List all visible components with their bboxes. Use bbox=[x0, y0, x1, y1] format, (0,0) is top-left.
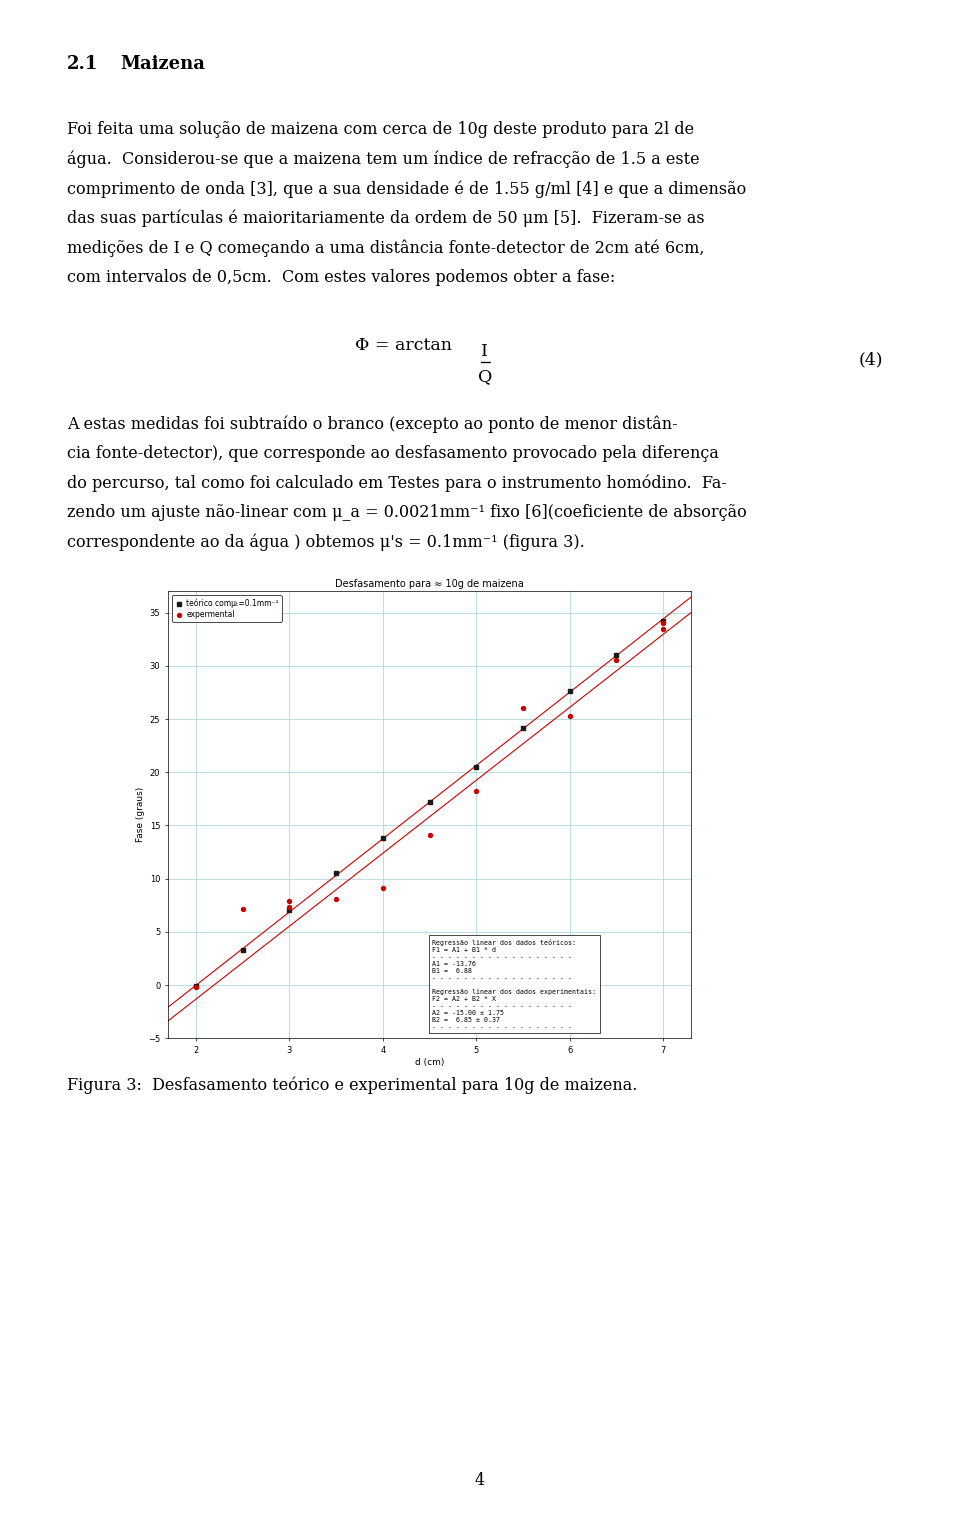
expermental bbox=[609, 649, 624, 673]
Text: correspondente ao da água ) obtemos μ's = 0.1mm⁻¹ (figura 3).: correspondente ao da água ) obtemos μ's … bbox=[67, 534, 585, 552]
Text: Maizena: Maizena bbox=[120, 55, 204, 73]
Text: das suas partículas é maioritariamente da ordem de 50 μm [5].  Fizeram-se as: das suas partículas é maioritariamente d… bbox=[67, 209, 705, 227]
Text: Regressão linear dos dados teóricos:
F1 = A1 + B1 * d
- - - - - - - - - - - - - : Regressão linear dos dados teóricos: F1 … bbox=[432, 938, 596, 1029]
expermental bbox=[328, 887, 344, 911]
Text: 2.1: 2.1 bbox=[67, 55, 99, 73]
Text: medições de I e Q começando a uma distância fonte-detector de 2cm até 6cm,: medições de I e Q começando a uma distân… bbox=[67, 240, 705, 258]
Text: A estas medidas foi subtraído o branco (excepto ao ponto de menor distân-: A estas medidas foi subtraído o branco (… bbox=[67, 415, 678, 434]
X-axis label: d (cm): d (cm) bbox=[415, 1058, 444, 1067]
Text: do percurso, tal como foi calculado em Testes para o instrumento homódino.  Fa-: do percurso, tal como foi calculado em T… bbox=[67, 475, 727, 493]
Text: Φ = arctan: Φ = arctan bbox=[355, 337, 452, 353]
teórico comμₜ=0.1mm⁻¹ bbox=[516, 716, 531, 740]
Text: com intervalos de 0,5cm.  Com estes valores podemos obter a fase:: com intervalos de 0,5cm. Com estes valor… bbox=[67, 270, 615, 287]
expermental bbox=[656, 617, 671, 641]
teórico comμₜ=0.1mm⁻¹ bbox=[328, 861, 344, 885]
expermental bbox=[656, 611, 671, 635]
teórico comμₜ=0.1mm⁻¹ bbox=[562, 679, 577, 703]
expermental bbox=[375, 876, 391, 901]
Y-axis label: Fase (graus): Fase (graus) bbox=[136, 787, 145, 843]
Text: Q: Q bbox=[478, 368, 492, 385]
Text: zendo um ajuste não-linear com μ_a = 0.0021mm⁻¹ fixo [6](coeficiente de absorção: zendo um ajuste não-linear com μ_a = 0.0… bbox=[67, 503, 747, 522]
Text: 4: 4 bbox=[475, 1472, 485, 1489]
teórico comμₜ=0.1mm⁻¹ bbox=[375, 826, 391, 850]
Text: (4): (4) bbox=[858, 352, 883, 368]
Title: Desfasamento para ≈ 10g de maizena: Desfasamento para ≈ 10g de maizena bbox=[335, 579, 524, 590]
teórico comμₜ=0.1mm⁻¹ bbox=[656, 609, 671, 634]
Text: ─: ─ bbox=[480, 355, 490, 371]
expermental bbox=[468, 779, 484, 803]
teórico comμₜ=0.1mm⁻¹ bbox=[609, 643, 624, 667]
expermental bbox=[235, 896, 251, 920]
Text: comprimento de onda [3], que a sua densidade é de 1.55 g/ml [4] e que a dimensão: comprimento de onda [3], que a sua densi… bbox=[67, 180, 747, 199]
Legend: teórico comμₜ=0.1mm⁻¹, expermental: teórico comμₜ=0.1mm⁻¹, expermental bbox=[172, 596, 282, 622]
teórico comμₜ=0.1mm⁻¹ bbox=[422, 790, 438, 814]
expermental bbox=[516, 696, 531, 720]
expermental bbox=[422, 823, 438, 847]
teórico comμₜ=0.1mm⁻¹ bbox=[235, 938, 251, 963]
Text: Figura 3:  Desfasamento teórico e experimental para 10g de maizena.: Figura 3: Desfasamento teórico e experim… bbox=[67, 1076, 637, 1095]
Text: I: I bbox=[481, 343, 489, 359]
expermental bbox=[188, 975, 204, 999]
teórico comμₜ=0.1mm⁻¹ bbox=[188, 975, 204, 999]
Text: cia fonte-detector), que corresponde ao desfasamento provocado pela diferença: cia fonte-detector), que corresponde ao … bbox=[67, 446, 719, 462]
teórico comμₜ=0.1mm⁻¹ bbox=[468, 755, 484, 779]
expermental bbox=[282, 888, 298, 913]
Text: água.  Considerou-se que a maizena tem um índice de refracção de 1.5 a este: água. Considerou-se que a maizena tem um… bbox=[67, 150, 700, 168]
expermental bbox=[562, 703, 577, 728]
teórico comμₜ=0.1mm⁻¹ bbox=[282, 897, 298, 922]
expermental bbox=[282, 896, 298, 920]
Text: Foi feita uma solução de maizena com cerca de 10g deste produto para 2l de: Foi feita uma solução de maizena com cer… bbox=[67, 121, 694, 138]
